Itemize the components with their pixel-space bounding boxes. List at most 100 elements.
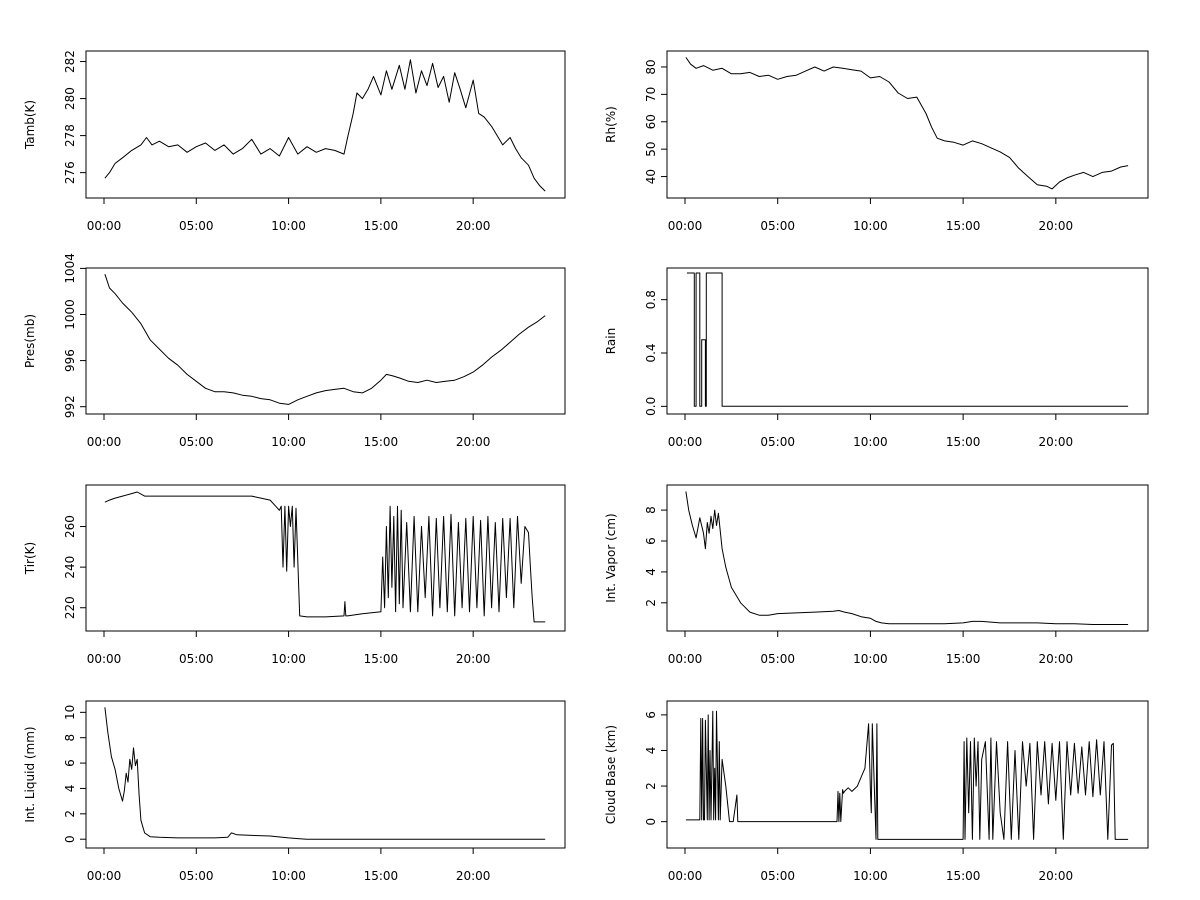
y-tick-label: 6 <box>644 711 658 719</box>
y-axis-label: Rh(%) <box>604 106 618 143</box>
y-tick-label: 0.8 <box>644 290 658 309</box>
x-tick-label: 05:00 <box>760 219 795 233</box>
y-tick-label: 70 <box>644 87 658 102</box>
series-line-4-1 <box>686 272 1129 407</box>
panel-4: 00:00 05:00 10:00 15:00 20:00 0.0 0.4 0.8 Rain <box>604 267 1149 449</box>
y-tick-label: 276 <box>63 161 77 184</box>
y-tick-label: 50 <box>644 142 658 157</box>
panel-3: 00:00 05:00 10:00 15:00 20:00 992 996 1000 1004 P… <box>23 253 566 449</box>
plot-frame <box>666 50 1149 199</box>
x-tick-label: 10:00 <box>271 652 306 666</box>
y-axis-label: Rain <box>604 328 618 354</box>
x-tick-label: 10:00 <box>271 435 306 449</box>
x-tick-label: 00:00 <box>668 652 703 666</box>
y-tick-label: 2 <box>644 782 658 790</box>
y-tick-label: 60 <box>644 114 658 129</box>
y-tick-label: 8 <box>63 734 77 742</box>
series-line-8-1 <box>685 710 1129 840</box>
y-tick-label: 282 <box>63 50 77 73</box>
x-tick-label: 20:00 <box>1039 869 1074 883</box>
panel-2: 00:00 05:00 10:00 15:00 20:00 40 50 60 70 80 Rh(%) <box>604 50 1149 233</box>
panels-group: 00:00 05:00 10:00 15:00 20:00276278280282Tam… <box>23 50 1149 883</box>
y-tick-label: 2 <box>644 599 658 607</box>
y-tick-label: 8 <box>644 506 658 514</box>
x-tick-label: 00:00 <box>668 435 703 449</box>
series-line-6-1 <box>685 491 1129 625</box>
y-tick-label: 0.0 <box>644 397 658 416</box>
y-tick-label: 4 <box>644 747 658 755</box>
x-tick-label: 20:00 <box>456 219 491 233</box>
y-axis-label: Pres(mb) <box>23 314 37 368</box>
y-tick-label: 260 <box>63 515 77 538</box>
y-tick-label: 10 <box>63 705 77 720</box>
y-tick-label: 6 <box>63 759 77 767</box>
y-axis-label: Int. Liquid (mm) <box>23 726 37 822</box>
y-tick-label: 240 <box>63 556 77 579</box>
panel-7: 00:00 05:00 10:00 15:00 20:00 0 2 4 6 8 10 Int. Liq… <box>23 700 566 883</box>
x-tick-label: 20:00 <box>456 869 491 883</box>
y-tick-label: 278 <box>63 124 77 147</box>
x-tick-label: 10:00 <box>271 219 306 233</box>
y-axis-label: Tir(K) <box>23 542 37 575</box>
plot-frame <box>85 484 566 632</box>
series-line-3-1 <box>104 274 546 405</box>
y-tick-label: 0 <box>63 835 77 843</box>
x-tick-label: 05:00 <box>179 219 214 233</box>
x-tick-label: 10:00 <box>853 435 888 449</box>
plot-frame <box>666 700 1149 849</box>
y-tick-label: 1000 <box>63 299 77 330</box>
y-axis-label: Cloud Base (km) <box>604 725 618 824</box>
x-tick-label: 20:00 <box>1039 435 1074 449</box>
plot-frame <box>85 50 566 199</box>
x-tick-label: 15:00 <box>364 435 399 449</box>
x-tick-label: 10:00 <box>853 219 888 233</box>
x-tick-label: 15:00 <box>364 219 399 233</box>
series-line-5-1 <box>104 491 546 623</box>
x-tick-label: 00:00 <box>668 219 703 233</box>
y-axis-label: Int. Vapor (cm) <box>604 513 618 602</box>
x-tick-label: 15:00 <box>946 652 981 666</box>
y-tick-label: 4 <box>63 785 77 793</box>
x-tick-label: 05:00 <box>179 435 214 449</box>
x-tick-label: 05:00 <box>179 652 214 666</box>
plot-frame <box>85 700 566 849</box>
y-tick-label: 280 <box>63 87 77 110</box>
y-tick-label: 2 <box>63 810 77 818</box>
y-tick-label: 40 <box>644 169 658 184</box>
x-tick-label: 05:00 <box>760 652 795 666</box>
y-tick-label: 80 <box>644 59 658 74</box>
x-tick-label: 10:00 <box>853 652 888 666</box>
panel-5: 00:00 05:00 10:00 15:00 20:00 220 240 260 Tir(K) <box>23 484 566 666</box>
y-tick-label: 1004 <box>63 253 77 284</box>
x-tick-label: 00:00 <box>87 219 122 233</box>
x-tick-label: 00:00 <box>668 869 703 883</box>
x-tick-label: 05:00 <box>760 435 795 449</box>
x-tick-label: 20:00 <box>456 652 491 666</box>
y-tick-label: 220 <box>63 596 77 619</box>
y-axis-label: Tamb(K) <box>23 100 37 150</box>
series-line-7-1 <box>104 707 546 840</box>
x-tick-label: 15:00 <box>946 219 981 233</box>
x-tick-label: 05:00 <box>179 869 214 883</box>
x-tick-label: 20:00 <box>456 435 491 449</box>
x-tick-label: 20:00 <box>1039 219 1074 233</box>
x-tick-label: 00:00 <box>87 435 122 449</box>
panel-8: 00:00 05:00 10:00 15:00 20:00 0 2 4 6 Cloud Base … <box>604 700 1149 883</box>
x-tick-label: 00:00 <box>87 869 122 883</box>
panel-1: 00:00 05:00 10:00 15:00 20:00 276 278 280 282 Tam… <box>23 50 566 233</box>
panel-6: 00:00 05:00 10:00 15:00 20:00 2 4 6 8 Int. Vapor … <box>604 484 1149 666</box>
plot-frame <box>85 267 566 415</box>
y-tick-label: 0.4 <box>644 343 658 362</box>
y-tick-label: 992 <box>63 395 77 418</box>
x-tick-label: 15:00 <box>946 869 981 883</box>
series-line-1-1 <box>104 59 546 192</box>
x-tick-label: 10:00 <box>853 869 888 883</box>
x-tick-label: 05:00 <box>760 869 795 883</box>
x-tick-label: 15:00 <box>364 869 399 883</box>
plot-frame <box>666 267 1149 415</box>
y-tick-label: 0 <box>644 818 658 826</box>
x-tick-label: 20:00 <box>1039 652 1074 666</box>
x-tick-label: 15:00 <box>364 652 399 666</box>
